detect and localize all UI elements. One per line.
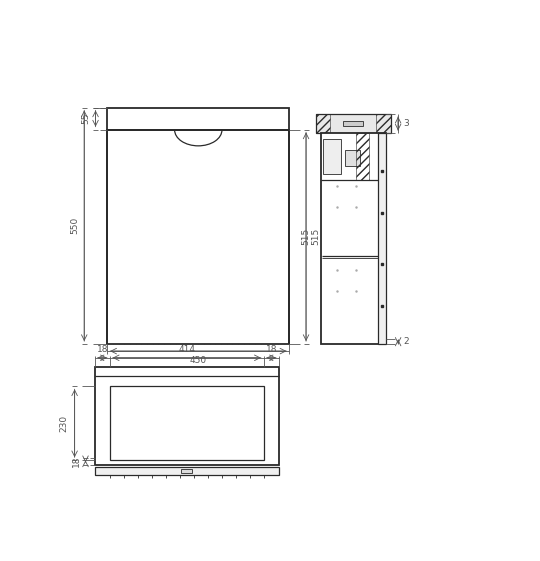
Text: 55: 55 xyxy=(82,113,91,125)
Bar xyxy=(94,467,279,475)
Text: 2: 2 xyxy=(403,337,409,346)
Text: 450: 450 xyxy=(190,356,207,365)
Text: 550: 550 xyxy=(70,217,79,234)
Bar xyxy=(323,139,341,174)
Text: 3: 3 xyxy=(403,119,409,128)
Text: 515: 515 xyxy=(311,228,320,245)
Text: 18: 18 xyxy=(71,456,80,467)
Text: 230: 230 xyxy=(60,415,69,432)
Text: 414: 414 xyxy=(178,344,195,353)
Bar xyxy=(343,121,363,126)
Bar xyxy=(94,367,279,465)
Bar xyxy=(356,134,369,180)
Bar xyxy=(346,150,360,166)
Bar xyxy=(315,114,330,134)
Text: 18: 18 xyxy=(266,344,277,353)
Bar xyxy=(321,134,386,344)
Text: 18: 18 xyxy=(97,344,108,353)
Bar xyxy=(107,130,289,344)
Bar xyxy=(110,387,264,460)
Bar xyxy=(376,114,391,134)
Bar xyxy=(378,134,386,344)
Bar xyxy=(315,114,391,134)
Bar xyxy=(107,108,289,130)
Text: 515: 515 xyxy=(301,228,310,245)
Bar xyxy=(181,469,192,473)
